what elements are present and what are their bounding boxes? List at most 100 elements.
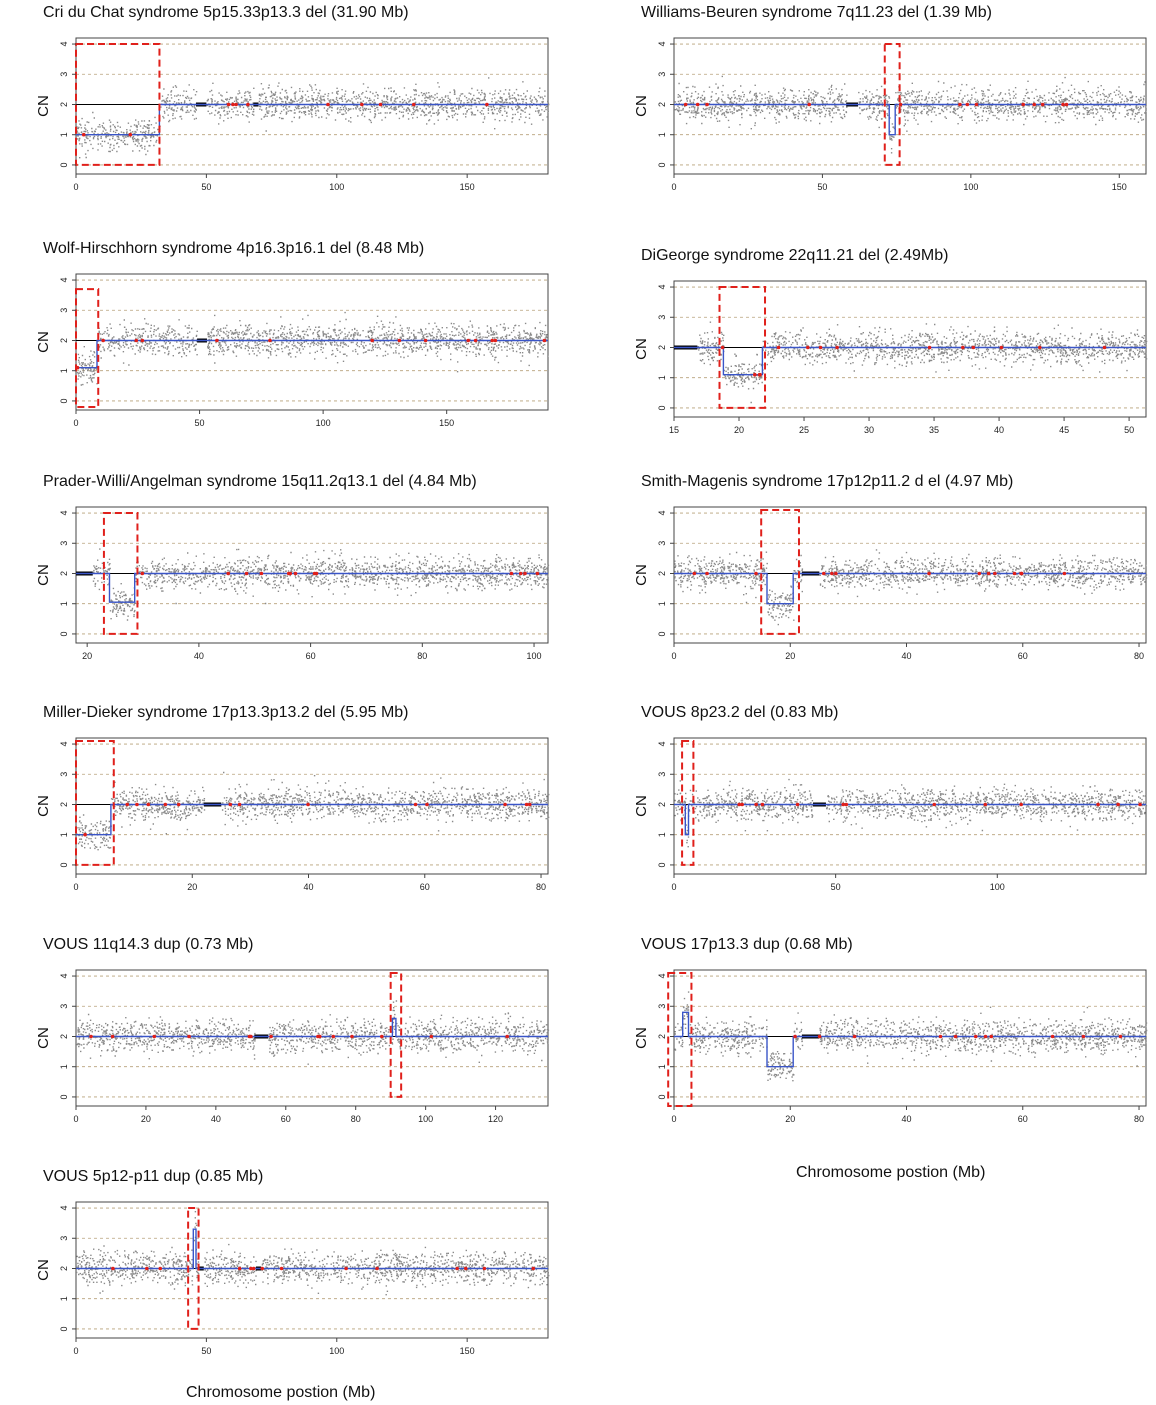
breakpoint-dot	[1118, 1034, 1123, 1039]
y-tick-label: 1	[657, 375, 667, 380]
y-tick-label: 1	[59, 832, 69, 837]
breakpoint-dot	[344, 1266, 348, 1271]
x-tick-label: 80	[1134, 651, 1144, 661]
y-tick-label: 0	[59, 631, 69, 636]
breakpoint-dot	[226, 102, 231, 107]
segment-line	[674, 1011, 1146, 1068]
plot-frame	[673, 37, 1147, 175]
chart-title: VOUS 5p12-p11 dup (0.85 Mb)	[43, 1168, 264, 1185]
y-tick-label: 4	[59, 742, 69, 747]
breakpoint-dot	[375, 1266, 379, 1271]
y-tick-label: 2	[59, 571, 69, 576]
breakpoint-dot	[314, 571, 319, 576]
x-tick-label: 0	[671, 182, 676, 192]
breakpoint-dot	[807, 102, 812, 107]
breakpoint-dot	[958, 102, 962, 107]
x-tick-label: 20	[82, 651, 92, 661]
highlight-box	[883, 43, 901, 166]
x-tick-label: 20	[141, 1114, 151, 1124]
plot-frame	[75, 969, 549, 1107]
y-axis-label: CN	[633, 795, 650, 817]
highlight-box	[389, 972, 403, 1098]
chart-panel: Miller-Dieker syndrome 17p13.3p13.2 del …	[35, 704, 598, 919]
breakpoint-dot	[740, 802, 744, 807]
plot-frame	[673, 280, 1147, 418]
breakpoint-dot	[1019, 802, 1023, 807]
y-tick-label: 1	[59, 1064, 69, 1069]
y-tick-label: 0	[657, 162, 667, 167]
breakpoint-dot	[234, 102, 238, 107]
y-tick-label: 2	[59, 338, 69, 343]
breakpoint-dot	[125, 802, 130, 807]
x-tick-label: 150	[460, 182, 475, 192]
breakpoint-dot	[705, 571, 709, 576]
breakpoint-dot	[490, 338, 495, 343]
chart-panel: Smith-Magenis syndrome 17p12p11.2 d el (…	[633, 473, 1156, 688]
breakpoint-dot	[965, 102, 970, 107]
breakpoint-dot	[1062, 571, 1067, 576]
data-points	[76, 311, 549, 386]
highlight-box	[718, 286, 767, 409]
chart-panel: VOUS 5p12-p11 dup (0.85 Mb) 0 1 2 3 4 0 50 100 15…	[35, 1168, 598, 1383]
breakpoint-dot	[244, 571, 249, 576]
y-tick-label: 2	[657, 102, 667, 107]
y-tick-label: 2	[59, 1034, 69, 1039]
y-tick-label: 0	[59, 1094, 69, 1099]
breakpoint-dot	[830, 571, 834, 576]
breakpoint-dot	[429, 1034, 434, 1039]
breakpoint-dot	[163, 802, 168, 807]
y-tick-label: 4	[59, 1206, 69, 1211]
highlight-box	[75, 43, 161, 166]
breakpoint-dot	[146, 802, 151, 807]
breakpoint-dot	[135, 802, 139, 807]
breakpoint-dot	[524, 802, 529, 807]
x-tick-label: 0	[671, 882, 676, 892]
data-points	[76, 1000, 550, 1065]
breakpoint-dot	[753, 372, 757, 377]
y-tick-label: 1	[59, 368, 69, 373]
chart-title: VOUS 11q14.3 dup (0.73 Mb)	[43, 936, 254, 953]
chart-panel: VOUS 11q14.3 dup (0.73 Mb) 0 1 2 3 4 0 20 40 60 80…	[35, 936, 598, 1151]
y-tick-label: 3	[59, 541, 69, 546]
chart-title: Wolf-Hirschhorn syndrome 4p16.3p16.1 del…	[43, 240, 425, 257]
data-points	[674, 75, 1147, 154]
x-tick-label: 120	[488, 1114, 503, 1124]
breakpoint-dot	[1102, 345, 1107, 350]
breakpoint-dot	[128, 132, 133, 137]
y-axis-label: CN	[35, 564, 52, 586]
highlight-box	[187, 1207, 200, 1330]
breakpoint-dot	[1021, 102, 1026, 107]
breakpoint-dot	[251, 1266, 256, 1271]
breakpoint-dot	[898, 102, 903, 107]
segment-line	[76, 1017, 548, 1038]
breakpoint-dot	[226, 571, 231, 576]
x-tick-label: 20	[785, 1114, 795, 1124]
breakpoint-dot	[1032, 102, 1037, 107]
y-tick-label: 4	[59, 511, 69, 516]
y-axis-label: CN	[35, 95, 52, 117]
y-axis-label: CN	[35, 795, 52, 817]
chart-title: Smith-Magenis syndrome 17p12p11.2 d el (…	[641, 473, 1014, 490]
breakpoint-dot	[977, 571, 982, 576]
segment-line	[674, 346, 1146, 376]
breakpoint-dot	[378, 102, 383, 107]
x-axis-title-left: Chromosome postion (Mb)	[186, 1384, 376, 1401]
x-tick-label: 100	[316, 418, 331, 428]
y-tick-label: 2	[657, 345, 667, 350]
y-tick-label: 0	[59, 862, 69, 867]
breakpoint-dot	[518, 571, 523, 576]
breakpoint-dot	[818, 345, 823, 350]
x-tick-label: 100	[418, 1114, 433, 1124]
breakpoint-dot	[999, 345, 1004, 350]
breakpoint-dot	[971, 345, 976, 350]
y-tick-label: 4	[657, 42, 667, 47]
x-tick-label: 20	[785, 651, 795, 661]
breakpoint-dot	[370, 338, 374, 343]
breakpoint-dot	[237, 802, 242, 807]
breakpoint-dot	[350, 1034, 354, 1039]
y-tick-label: 3	[657, 315, 667, 320]
breakpoint-dot	[269, 1034, 273, 1039]
x-tick-label: 0	[73, 882, 78, 892]
breakpoint-dot	[531, 1266, 536, 1271]
